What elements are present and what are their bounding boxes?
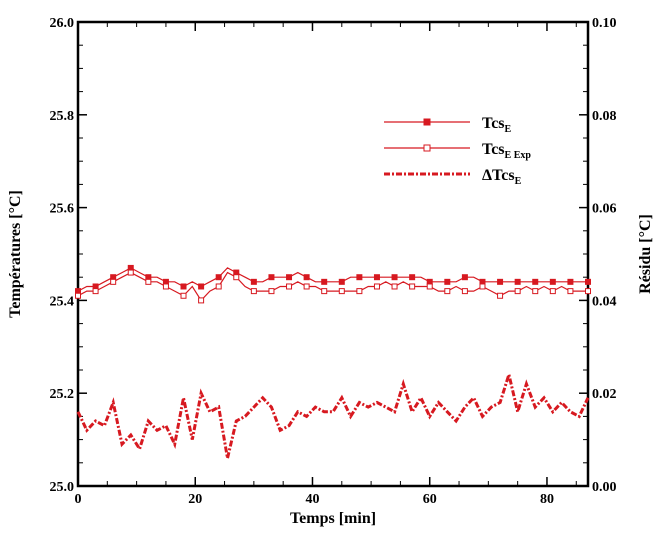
legend-label-1: TcsE Exp	[482, 141, 531, 161]
series-1-marker	[127, 269, 134, 276]
series-1-marker	[180, 292, 187, 299]
series-0-marker	[286, 274, 293, 281]
y-tick-label-right: 0.04	[592, 294, 617, 309]
series-1-marker	[303, 283, 310, 290]
legend-label-sub: E	[505, 124, 512, 135]
y-tick-label-right: 0.06	[592, 202, 617, 217]
series-0-marker	[391, 274, 398, 281]
series-1-marker	[479, 283, 486, 290]
y-tick-label-right: 0.02	[592, 387, 617, 402]
legend-marker-0	[423, 118, 431, 126]
x-axis-label: Temps [min]	[290, 510, 376, 527]
ticks-layer: 0 20 40 60 80 25.0 25.2 25.4 25.6 25.8 26.0 0.00 0.0…	[50, 16, 617, 507]
series-1-marker	[409, 283, 416, 290]
series-0-marker	[497, 278, 504, 285]
series-1-marker	[92, 288, 99, 295]
series-1-marker	[532, 288, 539, 295]
series-0-marker	[409, 274, 416, 281]
series-1-marker	[321, 288, 328, 295]
series-1-marker	[514, 288, 521, 295]
series-1-marker	[215, 283, 222, 290]
legend-label-main: Tcs	[482, 115, 505, 132]
series-1-marker	[391, 283, 398, 290]
series-1-marker	[338, 288, 345, 295]
series-0-marker	[321, 278, 328, 285]
series-1-marker	[162, 283, 169, 290]
legend-marker-1	[423, 144, 431, 152]
series-1-marker	[549, 288, 556, 295]
y-tick-label-left: 25.8	[50, 109, 75, 124]
series-1-marker	[110, 278, 117, 285]
series-1-marker	[356, 288, 363, 295]
y-tick-label-left: 26.0	[50, 16, 75, 31]
series-0-marker	[461, 274, 468, 281]
y-tick-label-right: 0.10	[592, 16, 617, 31]
series-1-marker	[373, 283, 380, 290]
series-0-marker	[549, 278, 556, 285]
x-tick-label: 80	[540, 492, 554, 507]
y-tick-label-left: 25.6	[50, 202, 75, 217]
series-0-marker	[215, 274, 222, 281]
series-0-line	[77, 267, 588, 292]
series-0-marker	[373, 274, 380, 281]
series-1-marker	[444, 288, 451, 295]
y-axis-label-right: Résidu [°C]	[637, 214, 654, 294]
legend-label-sub: E Exp	[505, 150, 532, 161]
series-0-marker	[303, 274, 310, 281]
series-layer	[75, 264, 591, 459]
y-axis-label-left: Températures [°C]	[7, 190, 24, 318]
y-tick-label-left: 25.4	[50, 294, 75, 309]
series-1-marker	[567, 288, 574, 295]
series-0-marker	[514, 278, 521, 285]
series-0-marker	[250, 278, 257, 285]
legend-label-0: TcsE	[482, 115, 512, 135]
series-1-marker	[585, 288, 591, 295]
series-1-marker	[250, 288, 257, 295]
series-1-marker	[497, 292, 504, 299]
series-1-marker	[198, 297, 205, 304]
y-tick-label-left: 25.2	[50, 387, 75, 402]
series-0-marker	[180, 283, 187, 290]
series-0-marker	[567, 278, 574, 285]
y-tick-label-right: 0.08	[592, 109, 617, 124]
x-tick-label: 60	[423, 492, 437, 507]
series-1-marker	[286, 283, 293, 290]
series-0-marker	[444, 278, 451, 285]
series-1-marker	[145, 278, 152, 285]
series-0-marker	[268, 274, 275, 281]
series-0-marker	[338, 278, 345, 285]
x-tick-label: 20	[188, 492, 202, 507]
series-1-marker	[426, 283, 433, 290]
series-0-marker	[198, 283, 205, 290]
series-1-marker	[461, 288, 468, 295]
legend-label-sub: E	[515, 176, 522, 187]
plot-frame	[76, 20, 590, 488]
y-tick-label-right: 0.00	[592, 480, 617, 495]
series-0-marker	[585, 278, 591, 285]
x-tick-label: 0	[75, 492, 82, 507]
x-tick-label: 40	[305, 492, 319, 507]
legend-label-main: ΔTcs	[482, 167, 515, 184]
series-1-marker	[233, 274, 240, 281]
series-0-marker	[356, 274, 363, 281]
y-tick-label-left: 25.0	[50, 480, 75, 495]
series-1-marker	[268, 288, 275, 295]
series-0-marker	[532, 278, 539, 285]
legend-label-2: ΔTcsE	[482, 167, 522, 187]
series-2-line	[76, 368, 590, 459]
series-1-marker	[75, 292, 81, 299]
legend-label-main: Tcs	[482, 141, 505, 158]
